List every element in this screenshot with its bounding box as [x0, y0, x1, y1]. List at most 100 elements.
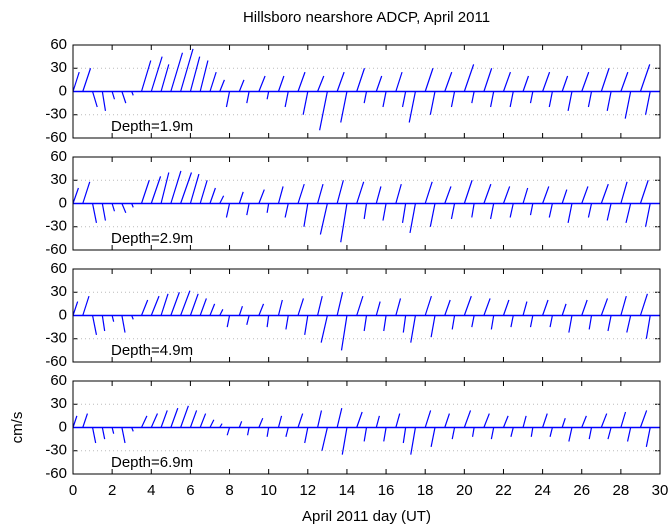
stick: [375, 186, 382, 204]
stick: [522, 187, 529, 204]
annotation: Depth=2.9m: [111, 230, 193, 247]
stick: [581, 71, 590, 92]
stick: [199, 298, 207, 316]
stick: [529, 91, 534, 104]
stick: [401, 203, 407, 223]
stick: [111, 203, 116, 212]
stick: [226, 427, 231, 436]
stick: [219, 79, 225, 92]
stick: [549, 315, 553, 328]
stick: [340, 203, 348, 243]
stick: [410, 427, 417, 455]
y-tick-label: 60: [50, 36, 67, 53]
stick: [131, 203, 134, 208]
stick: [246, 427, 250, 436]
stick: [567, 91, 573, 111]
stick: [645, 427, 651, 447]
stick: [225, 91, 231, 108]
stick: [529, 315, 534, 328]
stick: [209, 187, 216, 204]
stick: [297, 298, 305, 316]
y-tick-label: 30: [50, 283, 67, 300]
stick: [489, 203, 495, 220]
x-tick-label: 28: [613, 482, 630, 499]
stick: [502, 299, 510, 316]
stick: [530, 427, 534, 437]
stick: [444, 299, 451, 316]
stick: [111, 427, 115, 434]
stick: [490, 427, 495, 440]
stick: [620, 71, 629, 92]
stick: [639, 64, 651, 92]
stick: [375, 75, 383, 92]
stick: [522, 75, 530, 92]
stick: [561, 75, 569, 92]
stick: [483, 298, 491, 316]
stick: [542, 71, 551, 92]
stick: [246, 315, 250, 325]
stick: [297, 183, 305, 204]
x-tick-label: 10: [260, 482, 277, 499]
stick: [180, 172, 193, 204]
x-tick-label: 16: [378, 482, 395, 499]
stick: [395, 298, 402, 316]
stick: [303, 203, 309, 227]
stick: [626, 315, 632, 333]
stick: [82, 181, 91, 204]
stick: [489, 91, 495, 108]
stick: [444, 71, 453, 92]
stick: [266, 427, 270, 437]
stick: [277, 75, 285, 92]
x-tick-label: 22: [495, 482, 512, 499]
stick: [189, 410, 198, 428]
stick: [529, 203, 534, 216]
stick: [121, 91, 127, 104]
stick: [189, 173, 200, 204]
stick: [430, 315, 436, 338]
stick: [408, 91, 417, 123]
stick: [356, 181, 365, 204]
stick: [121, 203, 127, 214]
stick: [219, 423, 223, 428]
stick: [258, 75, 266, 92]
x-tick-label: 8: [225, 482, 233, 499]
stick: [170, 170, 182, 204]
stick: [320, 315, 328, 343]
stick: [340, 315, 348, 351]
y-tick-label: 30: [50, 171, 67, 188]
stick: [209, 419, 215, 428]
stick: [375, 301, 381, 316]
stick: [624, 91, 632, 119]
stick: [581, 186, 589, 204]
stick: [297, 71, 306, 92]
stick: [319, 91, 328, 131]
stick: [238, 421, 243, 428]
stick: [91, 427, 97, 444]
stick: [639, 410, 648, 428]
stick: [101, 203, 107, 221]
x-tick-label: 0: [69, 482, 77, 499]
stick: [131, 427, 134, 432]
stick: [471, 203, 475, 218]
stick: [317, 183, 324, 204]
stick: [444, 413, 450, 428]
stick: [382, 203, 387, 221]
stick: [644, 91, 651, 115]
stick: [620, 181, 628, 204]
stick: [170, 292, 180, 316]
stick: [340, 91, 348, 123]
x-axis-label: April 2011 day (UT): [302, 508, 431, 525]
stick: [336, 407, 343, 428]
stick: [626, 427, 632, 442]
stick: [502, 415, 509, 428]
stick: [246, 91, 250, 104]
stick: [121, 427, 126, 444]
stick: [502, 186, 511, 204]
stick: [285, 427, 289, 437]
y-tick-label: -60: [45, 465, 67, 482]
stick: [561, 418, 566, 428]
y-tick-label: -30: [45, 106, 67, 123]
stick: [356, 411, 363, 428]
y-tick-label: -30: [45, 442, 67, 459]
y-tick-label: 30: [50, 59, 67, 76]
